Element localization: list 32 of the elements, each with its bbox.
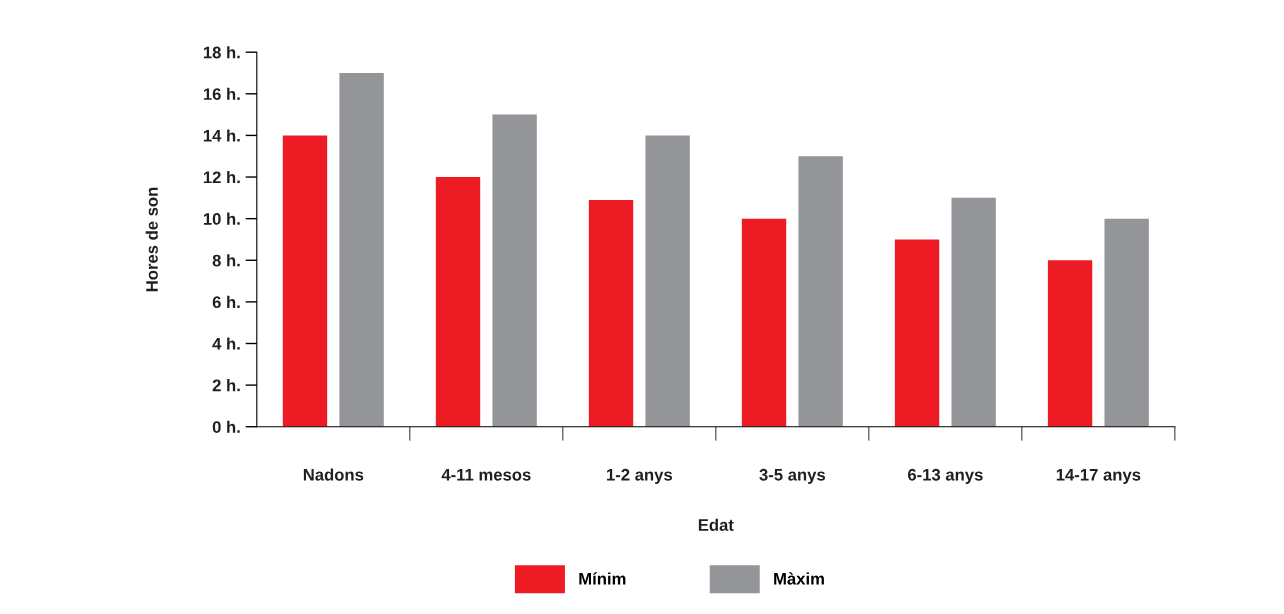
bar — [282, 135, 328, 427]
y-tick-label: 18 h. — [203, 46, 240, 59]
bar — [894, 239, 940, 427]
bar — [645, 135, 690, 427]
bar — [588, 199, 634, 427]
bar — [741, 218, 787, 427]
y-tick-label: 4 h. — [212, 337, 240, 350]
y-tick-label: 10 h. — [203, 212, 240, 225]
x-tick-label: Nadons — [303, 468, 364, 481]
bar — [339, 73, 384, 427]
y-tick-label: 12 h. — [203, 171, 240, 184]
x-tick-label: 14-17 anys — [1056, 469, 1141, 484]
x-tick-label: 4-11 mesos — [441, 469, 531, 481]
y-tick-label: 14 h. — [203, 129, 240, 142]
y-axis-title: Hores de son — [145, 187, 158, 292]
y-tick-label: 0 h. — [212, 420, 240, 433]
bar — [492, 114, 537, 427]
bar — [1047, 260, 1093, 427]
x-tick-label: 3-5 anys — [759, 468, 826, 484]
bar — [951, 197, 996, 427]
y-tick-label: 16 h. — [203, 87, 240, 101]
bar — [435, 177, 481, 427]
x-tick-label: 1-2 anys — [607, 468, 672, 484]
bar — [1104, 218, 1149, 427]
y-tick-label: 8 h. — [212, 254, 240, 267]
y-tick-label: 2 h. — [212, 379, 240, 392]
legend-label: Màxim — [774, 572, 824, 585]
x-tick-label: 6-13 anys — [907, 468, 983, 484]
y-tick-label: 6 h. — [212, 295, 240, 309]
legend-label: Mínim — [579, 572, 626, 585]
bar — [798, 156, 843, 427]
x-axis-title: Edat — [698, 518, 734, 531]
